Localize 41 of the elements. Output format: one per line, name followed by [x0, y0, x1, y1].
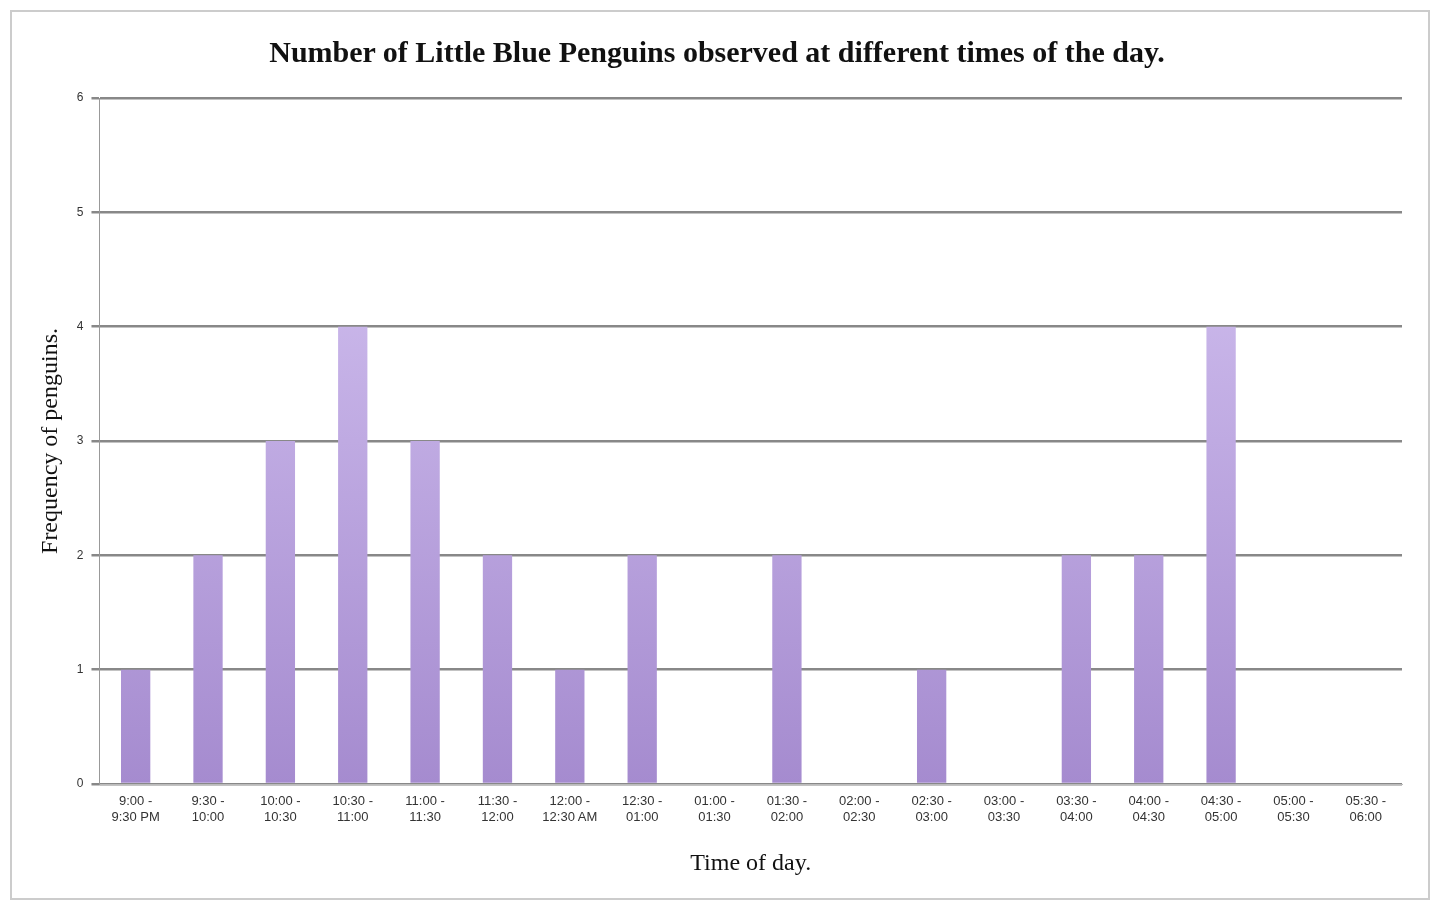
x-tick-label: 11:00 - 11:30: [405, 793, 445, 824]
x-tick-label: 01:30 - 02:00: [766, 793, 808, 824]
bar: [1134, 555, 1164, 783]
bar: [1206, 326, 1236, 783]
bar: [121, 669, 151, 783]
x-tick-label: 9:00 - 9:30 PM: [111, 793, 160, 824]
x-tick-label: 04:00 - 04:30: [1128, 793, 1169, 824]
x-tick-label: 04:30 - 05:00: [1200, 793, 1242, 824]
bar: [1061, 555, 1092, 783]
x-tick-label: 9:30 - 10:00: [191, 793, 225, 824]
x-tick-label: 12:30 - 01:00: [621, 793, 663, 824]
x-tick-label: 10:00 - 10:30: [260, 793, 301, 824]
x-tick-label: 01:00 - 01:30: [694, 793, 735, 824]
y-tick-label: 3: [76, 433, 84, 448]
bar: [482, 555, 513, 783]
x-tick-label: 10:30 - 11:00: [332, 793, 373, 824]
x-axis-title: Time of day.: [690, 848, 812, 875]
bar: [265, 441, 296, 783]
y-axis-title: Frequency of penguins.: [35, 328, 62, 554]
bar: [772, 555, 802, 783]
x-tick-label: 12:00 - 12:30 AM: [542, 793, 598, 824]
y-tick-label: 2: [76, 547, 84, 562]
bar: [916, 669, 947, 783]
x-tick-label: 02:30 - 03:00: [911, 793, 952, 824]
x-tick-label: 11:30 - 12:00: [477, 793, 518, 824]
bar: [410, 441, 440, 783]
x-tick-label: 05:30 - 06:00: [1345, 793, 1387, 824]
bar: [555, 669, 585, 783]
x-tick-label: 02:00 - 02:30: [839, 793, 880, 824]
y-tick-label: 4: [76, 318, 84, 333]
x-tick-label: 03:00 - 03:30: [983, 793, 1025, 824]
y-tick-label: 5: [76, 204, 84, 219]
y-tick-label: 1: [76, 661, 84, 676]
chart-title: Number of Little Blue Penguins observed at different times of the day.: [269, 34, 1165, 68]
x-tick-label: 03:30 - 04:00: [1056, 793, 1097, 824]
bar: [627, 555, 657, 783]
bar: [338, 326, 368, 783]
y-tick-label: 6: [76, 90, 84, 105]
bar: [193, 555, 223, 783]
y-tick-label: 0: [76, 776, 84, 791]
x-tick-label: 05:00 - 05:30: [1273, 793, 1314, 824]
